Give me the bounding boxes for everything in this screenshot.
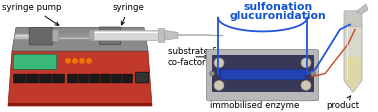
FancyBboxPatch shape: [206, 50, 319, 101]
FancyBboxPatch shape: [29, 28, 53, 45]
Text: glucuronidation: glucuronidation: [229, 11, 326, 21]
FancyBboxPatch shape: [26, 74, 39, 83]
Bar: [158, 28, 164, 42]
FancyBboxPatch shape: [99, 27, 121, 45]
Bar: [52, 29, 58, 41]
Bar: [8, 103, 152, 106]
Bar: [220, 69, 305, 79]
Circle shape: [209, 71, 214, 76]
Bar: [15, 35, 141, 37]
Bar: [212, 55, 313, 91]
Text: sulfonation: sulfonation: [243, 2, 313, 12]
Bar: [90, 30, 162, 40]
Circle shape: [214, 81, 224, 90]
Polygon shape: [356, 4, 368, 14]
FancyBboxPatch shape: [135, 72, 149, 83]
FancyBboxPatch shape: [14, 74, 25, 83]
FancyBboxPatch shape: [112, 74, 121, 83]
FancyBboxPatch shape: [101, 74, 110, 83]
Text: product: product: [326, 96, 359, 110]
Bar: [55, 34, 91, 37]
Circle shape: [310, 71, 316, 76]
Text: syringe: syringe: [113, 3, 145, 25]
Polygon shape: [164, 30, 178, 40]
Polygon shape: [8, 51, 152, 106]
Polygon shape: [210, 98, 319, 101]
Circle shape: [80, 59, 84, 63]
FancyBboxPatch shape: [39, 74, 51, 83]
Text: immobilised enzyme: immobilised enzyme: [210, 97, 299, 110]
FancyBboxPatch shape: [122, 74, 133, 83]
FancyBboxPatch shape: [90, 74, 99, 83]
FancyBboxPatch shape: [344, 11, 362, 27]
Circle shape: [73, 59, 77, 63]
Circle shape: [301, 58, 311, 68]
Circle shape: [87, 59, 91, 63]
FancyBboxPatch shape: [68, 74, 77, 83]
Bar: [89, 31, 94, 40]
Polygon shape: [12, 27, 148, 51]
FancyBboxPatch shape: [13, 54, 57, 69]
FancyBboxPatch shape: [79, 74, 88, 83]
Polygon shape: [344, 24, 362, 92]
Polygon shape: [345, 57, 361, 91]
Text: syringe pump: syringe pump: [2, 3, 62, 25]
Text: substrate &
co-factor: substrate & co-factor: [168, 47, 218, 67]
Circle shape: [66, 59, 70, 63]
FancyBboxPatch shape: [53, 74, 65, 83]
Circle shape: [214, 58, 224, 68]
Bar: [14, 33, 142, 39]
Circle shape: [301, 81, 311, 90]
